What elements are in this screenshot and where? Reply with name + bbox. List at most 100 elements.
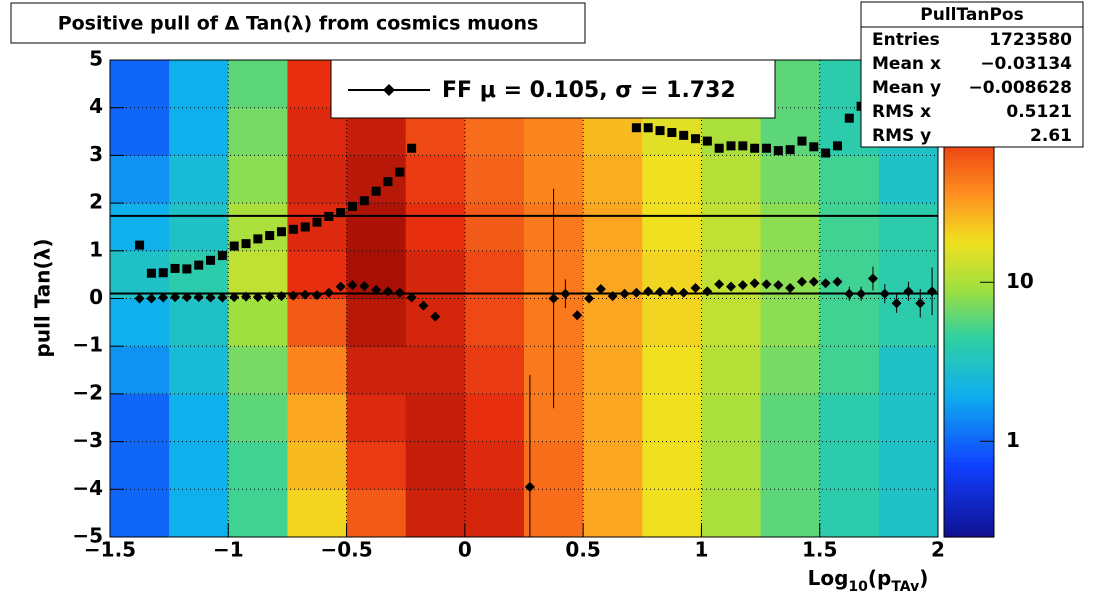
square-point (146, 268, 156, 278)
color-scale-step (944, 238, 994, 244)
heatmap-cell (819, 489, 880, 537)
square-point (170, 263, 180, 273)
stats-frame (860, 1, 1084, 148)
heatmap-cell (464, 298, 525, 347)
color-scale-step (944, 302, 994, 308)
color-scale-step (944, 457, 994, 463)
heatmap-cell (464, 393, 525, 443)
square-point (383, 177, 393, 187)
heatmap-cell (346, 298, 407, 347)
color-scale-step (944, 254, 994, 260)
diamond-point (371, 284, 382, 295)
y-tick-label: 5 (89, 47, 103, 71)
heatmap-cell (110, 60, 170, 109)
color-scale-step (944, 215, 994, 220)
color-scale-step (944, 401, 994, 407)
heatmap-cell (169, 393, 229, 443)
color-scale-step (944, 294, 994, 300)
x-axis-label: Log10(pTAv) (808, 566, 929, 596)
square-point (750, 143, 760, 153)
diamond-point (844, 288, 855, 299)
square-point (194, 260, 204, 270)
diamond-point (773, 280, 784, 291)
square-point (277, 227, 287, 237)
diamond-point (584, 293, 595, 304)
color-scale-step (944, 354, 994, 359)
diamond-point (927, 286, 938, 297)
color-scale-step (944, 222, 994, 228)
color-scale-step (944, 230, 994, 236)
heatmap-cell (524, 441, 584, 490)
diamond-point (382, 286, 393, 297)
color-scale-step (944, 226, 994, 232)
color-scale-step (944, 445, 994, 451)
heatmap-cell (878, 155, 938, 204)
color-scale-step (944, 425, 994, 431)
heatmap-cell (878, 346, 938, 395)
diamond-point (170, 292, 181, 303)
diamond-point (619, 288, 630, 299)
color-scale-step (944, 378, 994, 383)
color-scale-step (944, 290, 994, 296)
stats-label: Mean y (872, 78, 941, 98)
y-axis-label: pull Tan(λ) (31, 239, 55, 358)
color-scale-step (944, 310, 994, 315)
diamond-point (808, 276, 819, 287)
heatmap-cell (169, 346, 229, 395)
color-scale-step (944, 270, 994, 276)
color-scale-step (944, 405, 994, 411)
x-tick-label: 0 (458, 538, 472, 562)
heatmap-cell (228, 107, 288, 156)
color-scale-step (944, 155, 994, 160)
color-scale-step (944, 533, 994, 538)
color-scale-step (944, 282, 994, 288)
square-point (158, 268, 168, 278)
square-point (135, 240, 145, 250)
color-scale-step (944, 258, 994, 264)
color-scale-step (944, 417, 994, 423)
color-scale-step (944, 409, 994, 415)
heatmap-cell (228, 298, 288, 347)
color-scale-step (944, 350, 994, 355)
color-scale-step (944, 159, 994, 164)
y-tick-label: 1 (89, 237, 103, 261)
heatmap-cell (405, 441, 466, 490)
square-point (206, 255, 216, 265)
x-tick-label: 2 (931, 538, 945, 562)
square-point (679, 130, 689, 140)
heatmap-cell (878, 298, 938, 347)
square-point (182, 264, 192, 274)
color-scale-step (944, 167, 994, 172)
color-scale-step (944, 250, 994, 256)
color-scale-step (944, 485, 994, 490)
color-scale-step (944, 342, 994, 347)
heatmap-cell (110, 441, 170, 490)
color-scale-step (944, 171, 994, 176)
heatmap-cell (169, 60, 229, 109)
y-tick-label: −1 (72, 333, 103, 357)
heatmap-cell (583, 203, 643, 252)
diamond-point (749, 278, 760, 289)
diamond-point (347, 280, 358, 291)
heatmap-cell (346, 489, 407, 537)
diamond-point (394, 287, 405, 298)
color-scale-step (944, 501, 994, 506)
square-point (359, 196, 369, 206)
heatmap-cell (642, 203, 702, 252)
diamond-point (678, 287, 689, 298)
diamond-point (241, 291, 252, 302)
color-scale-step (944, 517, 994, 522)
color-scale-step (944, 179, 994, 184)
diamond-point (158, 292, 169, 303)
diamond-point (572, 310, 583, 321)
color-scale-step (944, 437, 994, 443)
color-scale-step (944, 203, 994, 208)
heatmap-cell (583, 441, 643, 490)
legend-label: FF μ = 0.105, σ = 1.732 (442, 78, 736, 103)
square-point (631, 123, 641, 133)
color-scale-step (944, 469, 994, 474)
color-scale-step (944, 389, 994, 395)
color-scale-step (944, 262, 994, 268)
heatmap-cell (878, 393, 938, 443)
color-scale-step (944, 338, 994, 343)
